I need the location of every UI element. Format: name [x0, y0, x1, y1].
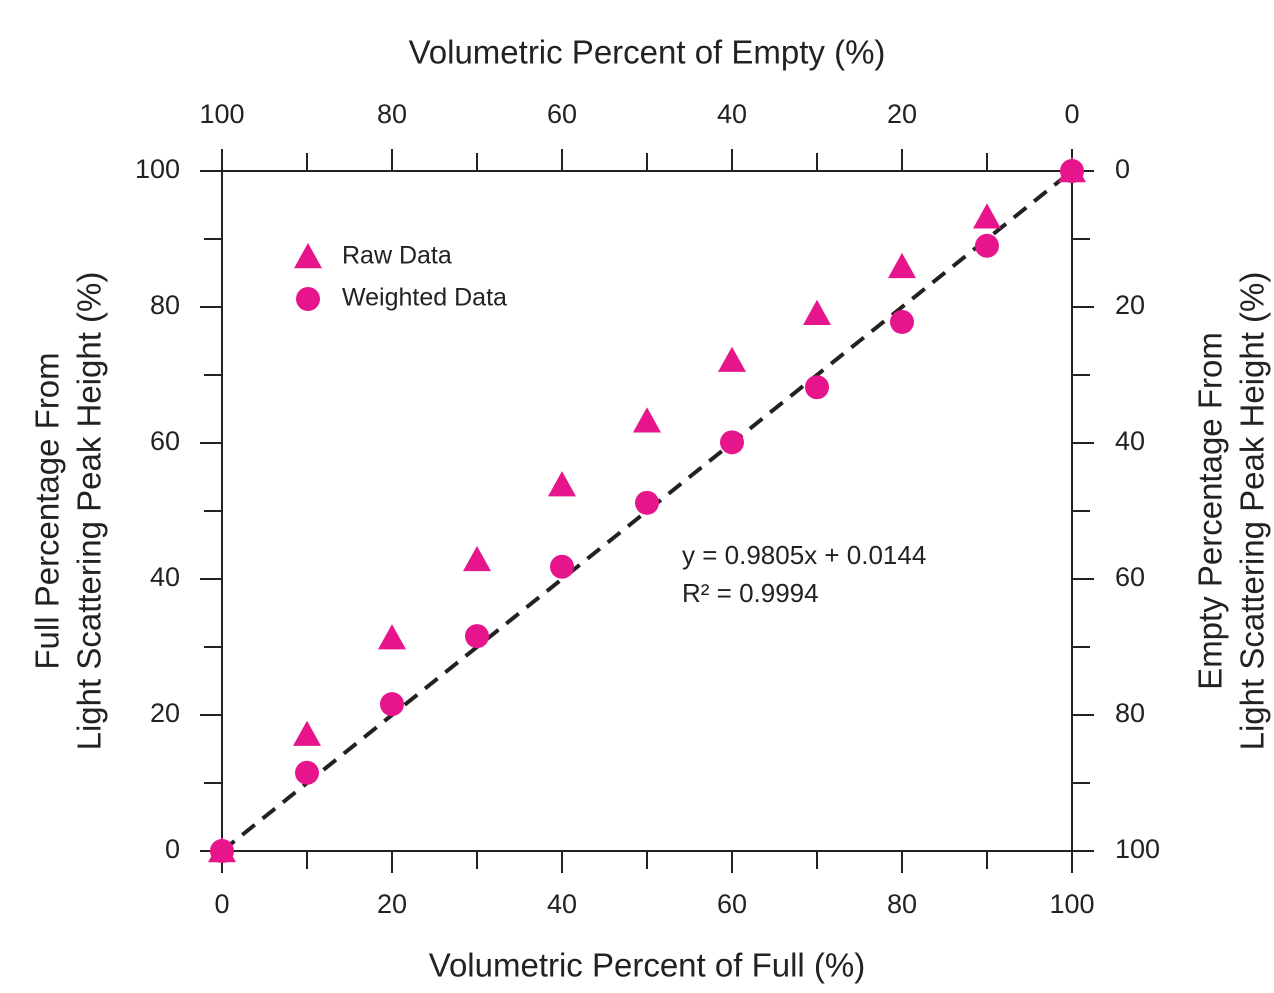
- x-tick-label: 0: [214, 889, 229, 919]
- y2-tick-label: 60: [1115, 562, 1145, 592]
- y-tick-label: 80: [150, 290, 180, 320]
- y-tick-label: 100: [135, 154, 180, 184]
- x2-tick-label: 80: [377, 99, 407, 129]
- annotation: y = 0.9805x + 0.0144: [682, 540, 926, 570]
- data-point: [633, 407, 661, 433]
- data-point: [805, 375, 829, 400]
- data-point: [463, 545, 491, 572]
- data-point: [975, 233, 999, 258]
- y2-tick-label: 20: [1115, 290, 1145, 320]
- data-point: [888, 252, 916, 279]
- y-tick-label: 60: [150, 426, 180, 456]
- annotation: R² = 0.9994: [682, 578, 819, 608]
- x-tick-label: 60: [717, 889, 747, 919]
- data-point: [293, 720, 321, 746]
- x2-tick-label: 0: [1064, 99, 1079, 129]
- data-point: [210, 839, 234, 863]
- legend-label: Weighted Data: [342, 284, 507, 312]
- data-point: [803, 299, 831, 325]
- y-tick-label: 20: [150, 698, 180, 728]
- x2-tick-label: 40: [717, 99, 747, 129]
- x2-tick-label: 100: [199, 99, 244, 129]
- x2-axis-title: Volumetric Percent of Empty (%): [409, 34, 886, 71]
- data-point: [295, 760, 319, 785]
- legend-marker: [294, 243, 322, 269]
- y2-tick-label: 0: [1115, 154, 1130, 184]
- data-point: [1060, 159, 1084, 183]
- legend-label: Raw Data: [342, 242, 452, 270]
- x-axis-title: Volumetric Percent of Full (%): [429, 947, 865, 984]
- y2-axis-title: Empty Percentage From: [1192, 332, 1229, 690]
- data-point: [380, 692, 404, 717]
- x-tick-label: 40: [547, 889, 577, 919]
- y2-tick-label: 40: [1115, 426, 1145, 456]
- data-point: [720, 430, 744, 455]
- y-tick-label: 40: [150, 562, 180, 592]
- data-point: [550, 554, 574, 579]
- data-point: [548, 471, 576, 497]
- data-point: [635, 490, 659, 515]
- x-tick-label: 80: [887, 889, 917, 919]
- legend-marker: [296, 287, 320, 311]
- x-tick-label: 100: [1049, 889, 1094, 919]
- y2-axis-title: Light Scattering Peak Height (%): [1234, 272, 1271, 751]
- y2-tick-label: 80: [1115, 698, 1145, 728]
- y-tick-label: 0: [165, 834, 180, 864]
- data-point: [378, 624, 406, 650]
- y2-tick-label: 100: [1115, 834, 1160, 864]
- x2-tick-label: 60: [547, 99, 577, 129]
- data-point: [973, 203, 1001, 229]
- data-point: [890, 309, 914, 334]
- data-point: [465, 624, 489, 649]
- x-tick-label: 20: [377, 889, 407, 919]
- y-axis-title: Light Scattering Peak Height (%): [71, 272, 108, 751]
- data-point: [718, 346, 746, 372]
- y-axis-title: Full Percentage From: [29, 352, 66, 669]
- x2-tick-label: 20: [887, 99, 917, 129]
